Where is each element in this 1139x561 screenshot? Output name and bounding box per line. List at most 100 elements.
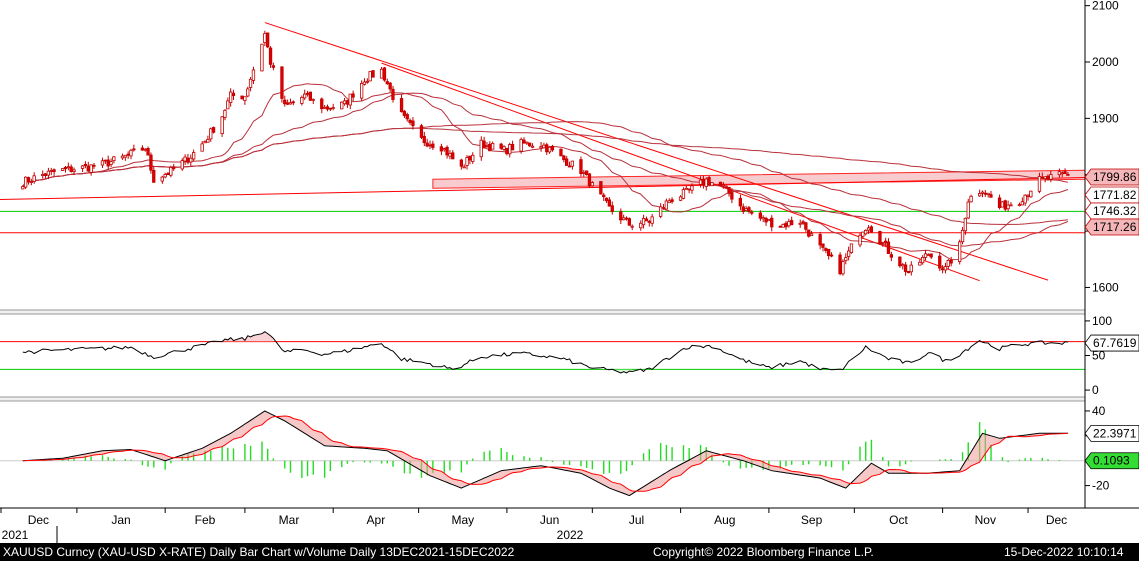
tag-label: 67.7619 <box>1093 336 1137 350</box>
candle <box>747 206 751 214</box>
candle-body <box>428 144 432 147</box>
candle-body <box>180 160 184 170</box>
y-tick-label: 0 <box>1092 383 1099 397</box>
candle-body <box>86 165 90 172</box>
candle-body <box>644 218 649 222</box>
candle-body <box>408 119 412 123</box>
candle-body <box>684 187 688 190</box>
candle <box>681 187 686 200</box>
candle <box>362 78 367 86</box>
candle-body <box>100 160 105 166</box>
candle-body <box>388 82 392 90</box>
price-chart: 160017001800190020002100050100-200204017… <box>0 0 1139 543</box>
candle-body <box>602 194 606 198</box>
candle <box>368 71 372 82</box>
candle <box>459 158 464 170</box>
candle-body <box>49 170 53 172</box>
axes: 160017001800190020002100050100-200204017… <box>0 0 1139 543</box>
tag-box <box>1084 218 1139 236</box>
candle-body <box>522 139 526 144</box>
candle <box>1006 200 1010 212</box>
candle-body <box>681 189 686 199</box>
tag-label: 1717.26 <box>1093 220 1137 234</box>
tag-label: 1799.86 <box>1093 170 1137 184</box>
x-tick-label: Aug <box>714 513 735 527</box>
candle-body <box>787 221 791 227</box>
falling-trendline <box>264 22 1049 281</box>
candle-body <box>166 172 170 175</box>
candle <box>889 251 893 262</box>
candle <box>1049 170 1053 183</box>
candle <box>582 169 586 177</box>
candle <box>730 188 734 204</box>
candle-body <box>547 146 552 153</box>
candle-body <box>243 96 247 101</box>
last-value-tag: 1746.32 <box>1084 202 1139 220</box>
candle <box>602 192 606 201</box>
candle <box>849 243 854 254</box>
candle <box>958 239 962 265</box>
x-tick-label: Jan <box>111 513 130 527</box>
candle-body <box>960 229 965 243</box>
candle <box>1037 172 1042 194</box>
candle <box>21 185 25 190</box>
candle <box>701 175 705 189</box>
candle <box>61 168 65 171</box>
candle <box>200 141 204 152</box>
candle-body <box>391 88 395 100</box>
candle-body <box>382 67 387 81</box>
candle <box>251 66 256 84</box>
candle-body <box>485 145 489 147</box>
candle-body <box>459 159 464 167</box>
candle <box>829 252 834 258</box>
candle-body <box>624 217 629 220</box>
candle <box>821 243 825 252</box>
candle <box>23 176 28 190</box>
candle-body <box>26 177 31 183</box>
candle <box>211 126 216 134</box>
candle <box>718 181 723 186</box>
y-tick-label: 1900 <box>1092 111 1119 125</box>
candle-body <box>1003 200 1007 210</box>
candle-body <box>525 141 529 144</box>
candle-body <box>405 114 409 120</box>
candle-body <box>630 225 634 228</box>
candle <box>92 163 96 170</box>
candle <box>986 192 990 198</box>
candle-body <box>465 157 469 166</box>
candle <box>989 190 993 198</box>
candle-body <box>189 157 193 163</box>
candle <box>399 94 404 113</box>
candle-body <box>565 158 569 166</box>
candle <box>402 109 407 119</box>
x-tick-label: Nov <box>975 513 996 527</box>
candle <box>844 253 848 265</box>
candle-body <box>1006 204 1010 210</box>
candle-body <box>206 139 210 143</box>
candle <box>565 155 569 166</box>
candle-body <box>929 253 933 258</box>
timestamp: 15-Dec-2022 10:10:14 <box>1004 545 1124 559</box>
candle <box>1060 171 1064 178</box>
candle <box>542 142 546 149</box>
candle-body <box>448 153 452 157</box>
candle-body <box>402 110 407 116</box>
candle-body <box>152 169 156 183</box>
candle-body <box>641 217 646 226</box>
candle-body <box>829 254 834 257</box>
candle-body <box>738 197 742 207</box>
candle-body <box>41 173 45 176</box>
candle <box>969 194 973 203</box>
candle-body <box>539 145 543 149</box>
candle-body <box>268 47 273 65</box>
x-tick-label: Jul <box>629 513 644 527</box>
candle-body <box>186 157 190 163</box>
candle-body <box>940 268 945 271</box>
candle-body <box>439 146 444 152</box>
candle-body <box>419 125 424 138</box>
candle-body <box>898 256 902 267</box>
candle <box>240 95 244 100</box>
candle-body <box>1063 171 1067 175</box>
x-tick-label: Mar <box>279 513 300 527</box>
candle-body <box>482 140 486 149</box>
